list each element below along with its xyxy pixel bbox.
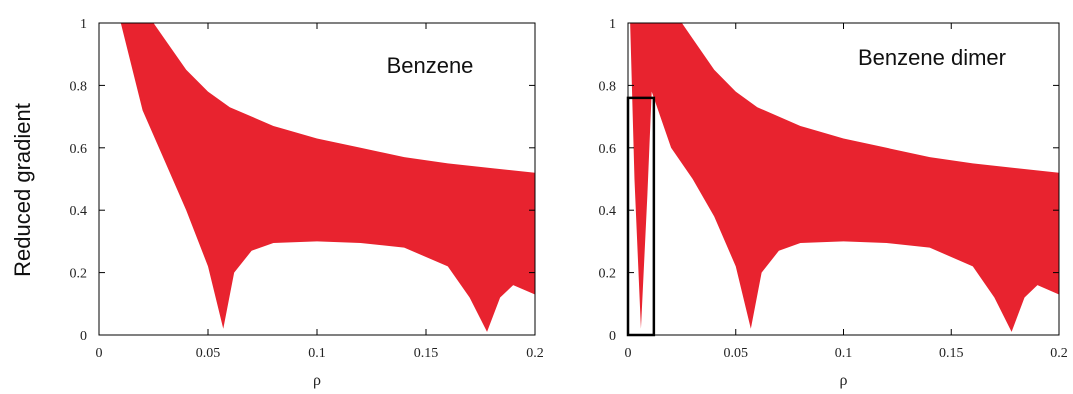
y-tick-label: 0.2 — [599, 267, 617, 282]
x-tick-label: 0.2 — [526, 346, 544, 361]
x-tick-label: 0.1 — [835, 346, 853, 361]
y-tick-label: 0.2 — [70, 267, 88, 282]
y-tick-label: 1 — [609, 17, 616, 32]
x-tick-label: 0 — [96, 346, 103, 361]
x-axis-title: ρ — [313, 372, 321, 389]
y-axis-title: Reduced gradient — [10, 103, 35, 277]
y-tick-label: 0.8 — [70, 79, 88, 94]
x-tick-label: 0.15 — [939, 346, 964, 361]
x-tick-label: 0.1 — [308, 346, 326, 361]
y-tick-label: 0.4 — [599, 204, 617, 219]
x-tick-label: 0.05 — [724, 346, 749, 361]
x-tick-label: 0.15 — [414, 346, 439, 361]
chart-panel-benzene-dimer: 0 0.05 0.1 0.15 0.2 0 0.2 0.4 0.6 0.8 1 ρ Benzene di… — [599, 17, 1068, 389]
y-tick-label: 1 — [80, 17, 87, 32]
y-tick-label: 0 — [609, 329, 616, 344]
y-tick-label: 0.6 — [70, 142, 88, 157]
x-tick-label: 0.2 — [1050, 346, 1068, 361]
data-region-series-0 — [630, 23, 1059, 332]
x-tick-label: 0.05 — [196, 346, 221, 361]
panel-title: Benzene — [387, 53, 474, 78]
y-tick-label: 0.6 — [599, 142, 617, 157]
y-tick-label: 0.4 — [70, 204, 88, 219]
x-axis-title: ρ — [840, 372, 848, 389]
chart-panel-benzene: 0 0.05 0.1 0.15 0.2 0 0.2 0.4 0.6 0.8 1 ρ Benzene — [70, 17, 544, 389]
panel-title: Benzene dimer — [858, 45, 1006, 70]
x-tick-label: 0 — [625, 346, 632, 361]
highlight-box — [626, 96, 656, 337]
y-tick-label: 0.8 — [599, 79, 617, 94]
data-region-series-0 — [120, 23, 535, 332]
y-tick-label: 0 — [80, 329, 87, 344]
